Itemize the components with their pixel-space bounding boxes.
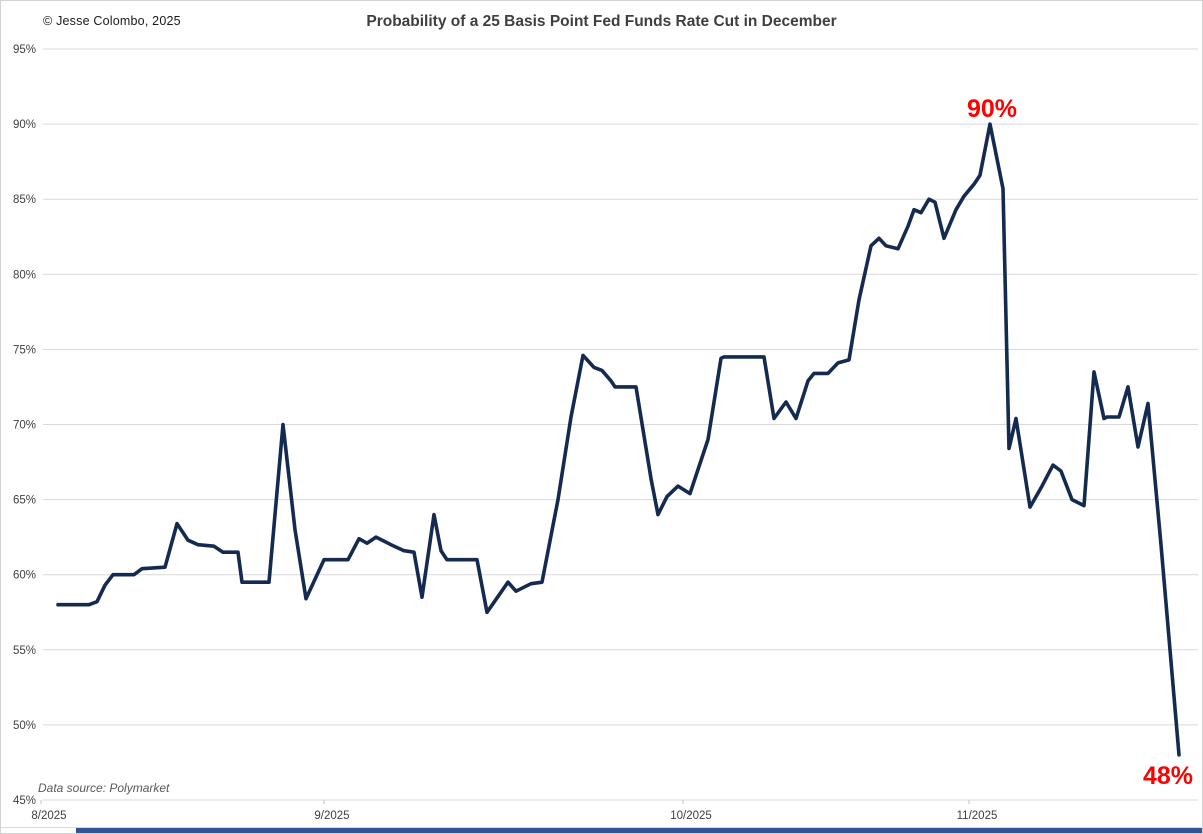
y-axis-tick-label: 90% [13,119,36,131]
x-axis-tick-label: 10/2025 [670,810,712,822]
y-axis-tick-label: 85% [13,194,36,206]
probability-series-line [56,122,1181,757]
y-axis-tick-label: 60% [13,570,36,582]
x-axis-tick-label: 8/2025 [31,810,66,822]
end-value-annotation: 48% [1143,762,1194,790]
peak-value-annotation: 90% [967,95,1018,123]
chart-frame-bottom-border [1,827,1202,828]
horizontal-scrollbar[interactable] [76,828,1202,833]
x-axis-tick-label: 9/2025 [314,810,349,822]
y-axis-tick-label: 70% [13,420,36,432]
y-axis-tick-label: 50% [13,720,36,732]
y-axis-tick-label: 45% [13,795,36,807]
y-axis-tick-label: 80% [13,269,36,281]
y-axis-tick-label: 95% [13,44,36,56]
copyright-text: © Jesse Colombo, 2025 [43,14,181,28]
chart-title: Probability of a 25 Basis Point Fed Fund… [366,13,837,30]
data-source-note: Data source: Polymarket [38,781,170,795]
y-axis-tick-label: 55% [13,645,36,657]
y-axis-tick-label: 65% [13,495,36,507]
x-axis-tick-label: 11/2025 [957,810,998,822]
y-axis-tick-label: 75% [13,344,36,356]
